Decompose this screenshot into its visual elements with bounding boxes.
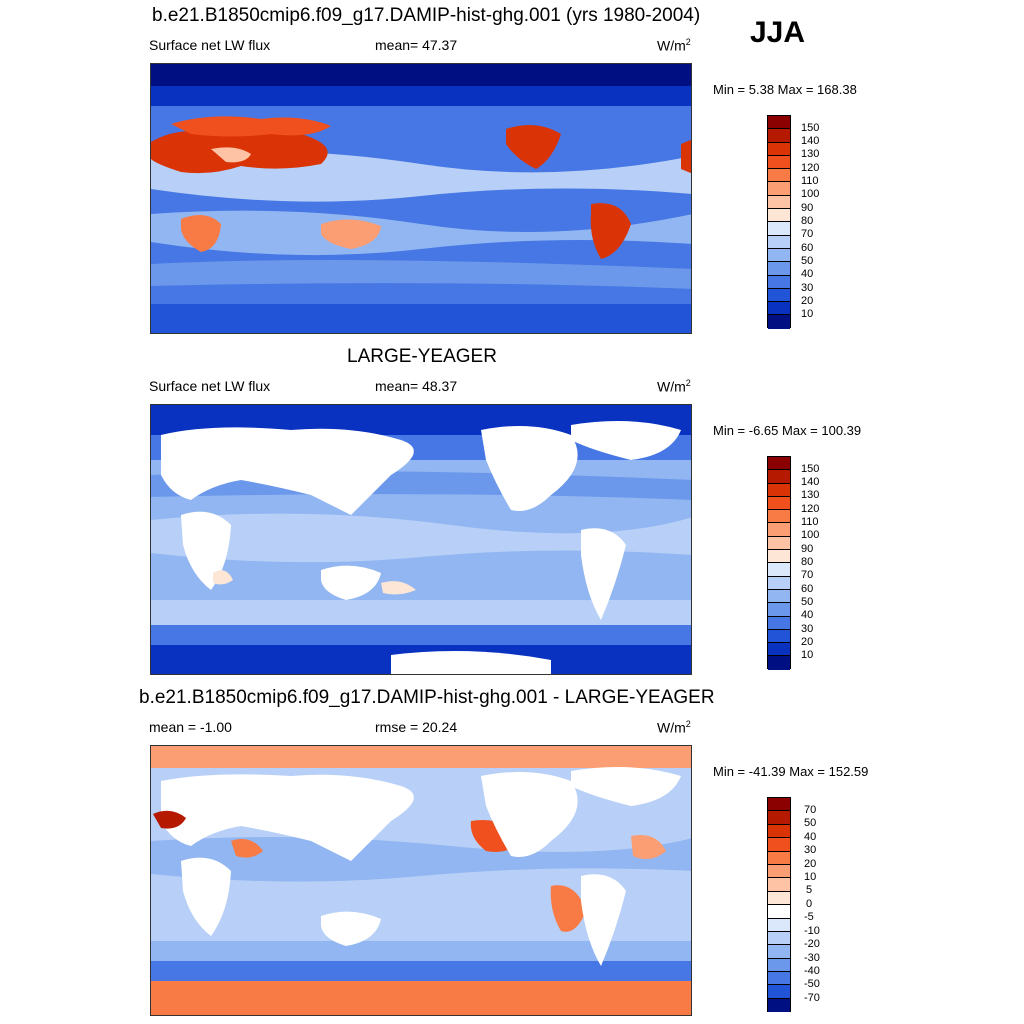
cbar-label: 40: [801, 268, 814, 280]
panel3-title: b.e21.B1850cmip6.f09_g17.DAMIP-hist-ghg.…: [139, 687, 715, 708]
cbar-label: 140: [801, 476, 820, 488]
panel2-field-label: Surface net LW flux: [149, 378, 271, 394]
cbar-label: 70: [801, 228, 814, 240]
cbar-label: -40: [804, 965, 820, 977]
cbar-label: 120: [801, 162, 820, 174]
cbar-label: 10: [801, 649, 814, 661]
panel1-units: W/m2: [657, 37, 691, 54]
season-label: JJA: [750, 16, 806, 49]
panel3-mean: mean = -1.00: [149, 719, 232, 735]
cbar-label: 10: [801, 308, 814, 320]
cbar-label: 20: [804, 858, 817, 870]
panel1-map: [150, 63, 692, 334]
panel1-mean: mean= 47.37: [375, 37, 458, 53]
panel3-map: [150, 745, 692, 1016]
cbar-label: 90: [801, 543, 814, 555]
panel2-minmax: Min = -6.65 Max = 100.39: [713, 423, 862, 438]
cbar-label: 30: [801, 282, 814, 294]
cbar-label: -30: [804, 952, 820, 964]
cbar-label: 0: [806, 898, 813, 910]
cbar-label: 130: [801, 489, 820, 501]
cbar-label: 20: [801, 295, 814, 307]
cbar-label: 100: [801, 188, 820, 200]
cbar-label: 60: [801, 583, 814, 595]
cbar-label: 40: [801, 609, 814, 621]
cbar-label: 90: [801, 202, 814, 214]
cbar-label: -70: [804, 992, 820, 1004]
cbar-label: 40: [804, 831, 817, 843]
panel2-colorbar: [767, 456, 791, 670]
panel1-field-label: Surface net LW flux: [149, 37, 271, 53]
panel3-units: W/m2: [657, 719, 691, 736]
panel2-map: [150, 404, 692, 675]
cbar-label: 50: [801, 596, 814, 608]
cbar-label: -5: [804, 911, 814, 923]
cbar-label: 150: [801, 463, 820, 475]
cbar-label: 130: [801, 148, 820, 160]
panel1-minmax: Min = 5.38 Max = 168.38: [713, 82, 857, 97]
panel1-colorbar: [767, 115, 791, 329]
panel3-rmse: rmse = 20.24: [375, 719, 458, 735]
cbar-label: 80: [801, 556, 814, 568]
cbar-label: 60: [801, 242, 814, 254]
panel2-units: W/m2: [657, 378, 691, 395]
cbar-label: 120: [801, 503, 820, 515]
panel3-minmax: Min = -41.39 Max = 152.59: [713, 764, 869, 779]
cbar-label: -50: [804, 978, 820, 990]
panel1-title: b.e21.B1850cmip6.f09_g17.DAMIP-hist-ghg.…: [152, 5, 701, 26]
panel2-title: LARGE-YEAGER: [347, 346, 497, 367]
cbar-label: -20: [804, 938, 820, 950]
cbar-label: -10: [804, 925, 820, 937]
cbar-label: 80: [801, 215, 814, 227]
cbar-label: 5: [806, 884, 813, 896]
panel3-colorbar: [767, 797, 791, 1013]
cbar-label: 100: [801, 529, 820, 541]
cbar-label: 10: [804, 871, 817, 883]
cbar-label: 30: [804, 844, 817, 856]
cbar-label: 140: [801, 135, 820, 147]
cbar-label: 70: [801, 569, 814, 581]
cbar-label: 150: [801, 122, 820, 134]
cbar-label: 70: [804, 804, 817, 816]
cbar-label: 110: [801, 175, 819, 187]
cbar-label: 110: [801, 516, 819, 528]
cbar-label: 50: [801, 255, 814, 267]
panel2-mean: mean= 48.37: [375, 378, 458, 394]
cbar-label: 50: [804, 817, 817, 829]
cbar-label: 30: [801, 623, 814, 635]
cbar-label: 20: [801, 636, 814, 648]
